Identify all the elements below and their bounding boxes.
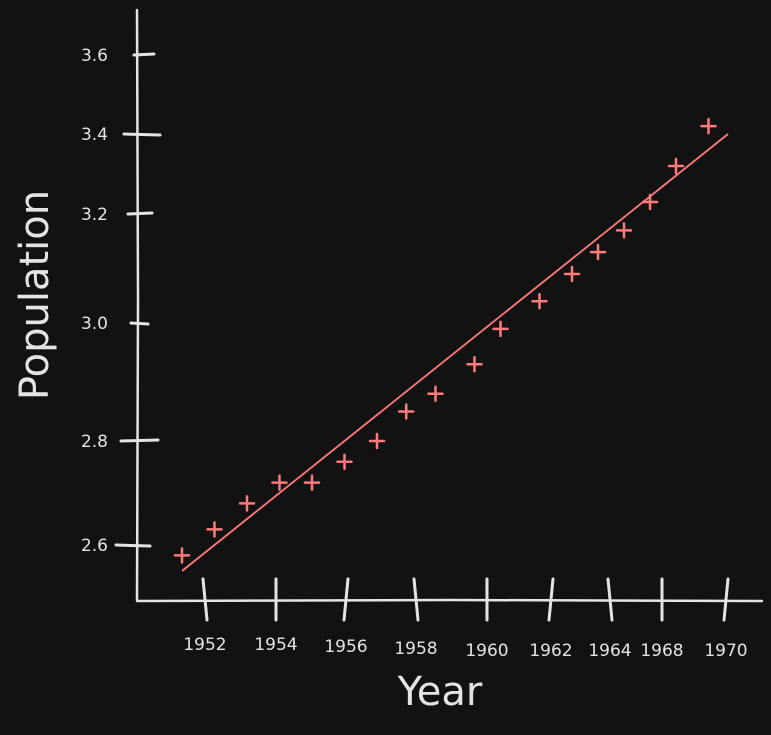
data-point-marker <box>368 432 386 450</box>
x-tick-mark <box>547 577 555 622</box>
y-tick-mark <box>126 211 154 216</box>
y-tick-mark <box>132 52 156 57</box>
x-tick-label: 1960 <box>465 641 508 661</box>
x-axis-title: Year <box>397 669 483 715</box>
x-tick-label: 1956 <box>324 637 367 657</box>
data-point-marker <box>700 117 717 135</box>
data-point-marker <box>466 356 483 373</box>
y-axis-line <box>135 8 140 602</box>
y-tick-mark <box>114 543 152 548</box>
x-tick-label: 1962 <box>529 641 572 661</box>
x-tick-mark <box>606 577 614 622</box>
y-tick-mark <box>122 132 162 137</box>
x-axis-line <box>135 598 764 603</box>
data-point-marker <box>173 547 191 564</box>
x-tick-label: 1954 <box>254 635 297 655</box>
data-point-marker <box>589 243 607 261</box>
y-tick-label: 2.8 <box>81 432 108 452</box>
data-point-marker <box>531 292 548 310</box>
y-tick-label: 3.6 <box>81 46 108 66</box>
data-point-marker <box>206 521 223 538</box>
x-tick-label: 1968 <box>640 641 683 661</box>
y-tick-label: 3.4 <box>81 125 108 145</box>
x-tick-group: 1952 1954 1956 1958 1960 1962 1964 1968 1970 <box>183 577 748 661</box>
y-tick-label: 3.0 <box>81 314 108 334</box>
y-tick-mark <box>129 321 150 326</box>
data-point-marker <box>563 265 581 283</box>
data-point-marker <box>336 453 353 471</box>
x-axis <box>135 598 764 603</box>
data-points <box>173 117 717 564</box>
x-tick-mark <box>201 577 209 622</box>
data-point-marker <box>238 495 256 512</box>
trend-line <box>181 133 729 572</box>
y-axis <box>135 8 140 602</box>
data-point-marker <box>398 403 415 420</box>
data-point-marker <box>271 474 288 491</box>
x-tick-label: 1958 <box>394 639 437 659</box>
y-tick-label: 2.6 <box>81 536 108 556</box>
y-tick-label: 3.2 <box>81 205 108 225</box>
data-point-marker <box>492 320 509 338</box>
y-tick-group: 2.6 2.8 3.0 3.2 3.4 3.6 <box>81 46 162 556</box>
data-point-marker <box>615 222 633 239</box>
data-point-marker <box>427 385 444 403</box>
y-tick-mark <box>119 438 160 443</box>
x-tick-mark <box>722 577 730 622</box>
x-tick-label: 1952 <box>183 635 226 655</box>
x-tick-mark <box>412 577 420 622</box>
data-point-marker <box>641 193 659 211</box>
x-tick-label: 1970 <box>704 641 747 661</box>
x-tick-mark <box>342 577 350 622</box>
x-tick-label: 1964 <box>588 641 631 661</box>
data-point-marker <box>303 474 321 491</box>
data-point-marker <box>667 157 685 175</box>
y-axis-title: Population <box>12 190 58 400</box>
